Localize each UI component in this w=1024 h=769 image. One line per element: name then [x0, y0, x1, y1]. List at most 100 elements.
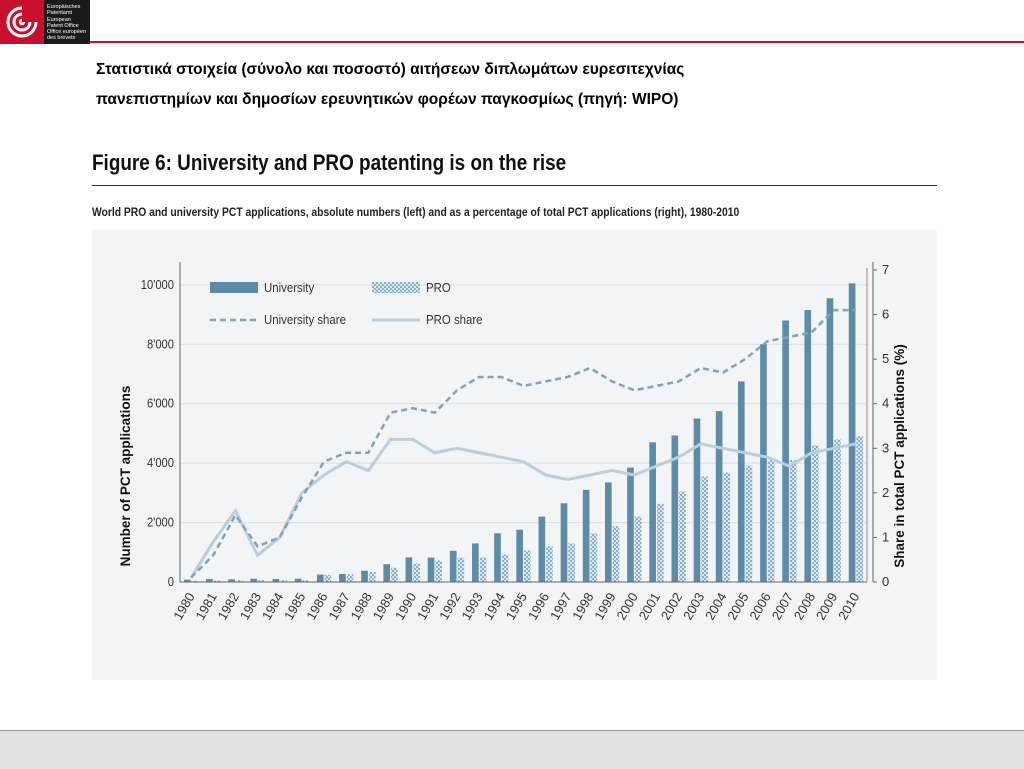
- university-bar: [405, 557, 413, 582]
- epo-logo-text: Europäisches Patentamt European Patent O…: [47, 4, 86, 42]
- pro-bar: [789, 460, 797, 582]
- university-bar: [560, 503, 568, 582]
- pro-bar: [524, 550, 531, 582]
- university-bar: [693, 418, 701, 582]
- university-bar: [383, 564, 391, 582]
- y2-tick-label: 5: [882, 351, 889, 366]
- legend-swatch-university: [210, 282, 258, 293]
- pro-bar: [213, 580, 221, 582]
- university-bar: [516, 529, 523, 582]
- university-bar: [538, 516, 546, 582]
- x-tick-label: 2001: [636, 590, 663, 623]
- x-tick-label: 1991: [414, 590, 441, 623]
- pro-bar: [812, 445, 819, 582]
- pro-bar: [612, 526, 620, 582]
- university-bar: [294, 578, 302, 582]
- logo-line: European: [47, 16, 71, 23]
- university-bar: [671, 435, 679, 582]
- university-bar: [649, 442, 656, 582]
- university-bar: [627, 467, 634, 582]
- x-tick-label: 2007: [769, 590, 796, 623]
- pro-bar: [568, 543, 575, 582]
- university-bar: [339, 573, 346, 582]
- y2-tick-label: 4: [882, 396, 889, 411]
- university-bar: [782, 320, 789, 582]
- y2-tick-label: 6: [882, 307, 889, 322]
- pro-bar: [501, 554, 509, 582]
- x-tick-label: 1980: [170, 590, 197, 623]
- university-bar: [361, 570, 368, 582]
- x-tick-label: 1995: [503, 590, 530, 623]
- y-tick-label: 6'000: [147, 396, 174, 411]
- logo-line: Europäisches: [47, 4, 81, 10]
- pro-bar: [723, 472, 731, 582]
- pro-bar: [391, 567, 398, 582]
- x-tick-label: 1981: [192, 590, 219, 623]
- figure-subtitle: World PRO and university PCT application…: [92, 205, 740, 219]
- pro-bar: [346, 574, 354, 582]
- university-bar: [715, 411, 723, 582]
- pro-bar: [479, 557, 487, 582]
- logo-line: Patent Office: [47, 22, 79, 29]
- pro-bar: [634, 516, 642, 582]
- x-tick-label: 2009: [813, 590, 840, 623]
- figure-heading: Figure 6: University and PRO patenting i…: [92, 150, 567, 175]
- y2-tick-label: 0: [882, 574, 889, 589]
- y-tick-label: 0: [168, 574, 174, 589]
- x-tick-label: 2010: [835, 590, 862, 623]
- x-tick-label: 1984: [259, 590, 286, 623]
- x-tick-label: 2008: [791, 590, 818, 623]
- epo-logo: Europäisches Patentamt European Patent O…: [0, 0, 90, 44]
- university-bar: [183, 579, 191, 582]
- y-tick-label: 4'000: [147, 455, 174, 470]
- university-bar: [472, 543, 479, 582]
- pro-bar: [280, 580, 287, 582]
- pro-bar: [745, 465, 753, 582]
- x-tick-label: 1987: [325, 590, 352, 623]
- university-bar: [737, 381, 745, 582]
- slide-title: Στατιστικά στοιχεία (σύνολο και ποσοστό)…: [96, 55, 996, 115]
- logo-line: Office européen: [47, 29, 87, 36]
- university-bar: [848, 283, 856, 582]
- pro-bar: [767, 460, 775, 582]
- pro-bar: [368, 571, 376, 582]
- y2-tick-label: 3: [882, 440, 889, 455]
- pro-bar: [701, 476, 708, 582]
- pro-bar: [457, 557, 465, 582]
- university-share-line: [190, 308, 856, 579]
- pro-bar: [590, 533, 598, 582]
- x-tick-label: 1996: [525, 590, 552, 623]
- pro-bar: [435, 560, 443, 582]
- logo-line: Patentamt: [47, 10, 73, 17]
- university-bar: [316, 574, 324, 582]
- x-tick-label: 2003: [680, 590, 707, 623]
- epo-swirl-icon: [6, 6, 38, 38]
- pro-bar: [235, 580, 243, 582]
- y2-tick-label: 7: [882, 262, 889, 277]
- university-bar: [228, 579, 235, 582]
- y-tick-label: 8'000: [147, 336, 174, 351]
- y-tick-label: 10'000: [141, 277, 174, 292]
- university-bar: [804, 310, 812, 582]
- pro-share-line: [189, 437, 857, 579]
- x-tick-label: 1993: [458, 590, 485, 623]
- legend-label-university: University: [264, 280, 315, 295]
- university-bar: [206, 579, 213, 582]
- slide-title-line-2: πανεπιστημίων και δημοσίων ερευνητικών φ…: [96, 91, 679, 108]
- university-bar: [449, 550, 457, 582]
- x-tick-label: 1990: [392, 590, 419, 623]
- x-tick-label: 1994: [480, 590, 507, 623]
- pro-bar: [656, 503, 664, 582]
- x-tick-label: 1983: [237, 590, 264, 623]
- university-bar: [250, 578, 258, 582]
- pro-bar: [413, 563, 420, 582]
- figure-rule: [92, 185, 937, 186]
- x-tick-label: 1998: [569, 590, 596, 623]
- x-tick-label: 1986: [303, 590, 330, 623]
- x-tick-label: 1999: [591, 590, 618, 623]
- university-bar: [494, 533, 501, 582]
- legend-label-pro: PRO: [426, 280, 451, 295]
- pro-bar: [191, 580, 199, 582]
- pro-bar: [324, 574, 332, 582]
- pro-bar: [834, 439, 841, 582]
